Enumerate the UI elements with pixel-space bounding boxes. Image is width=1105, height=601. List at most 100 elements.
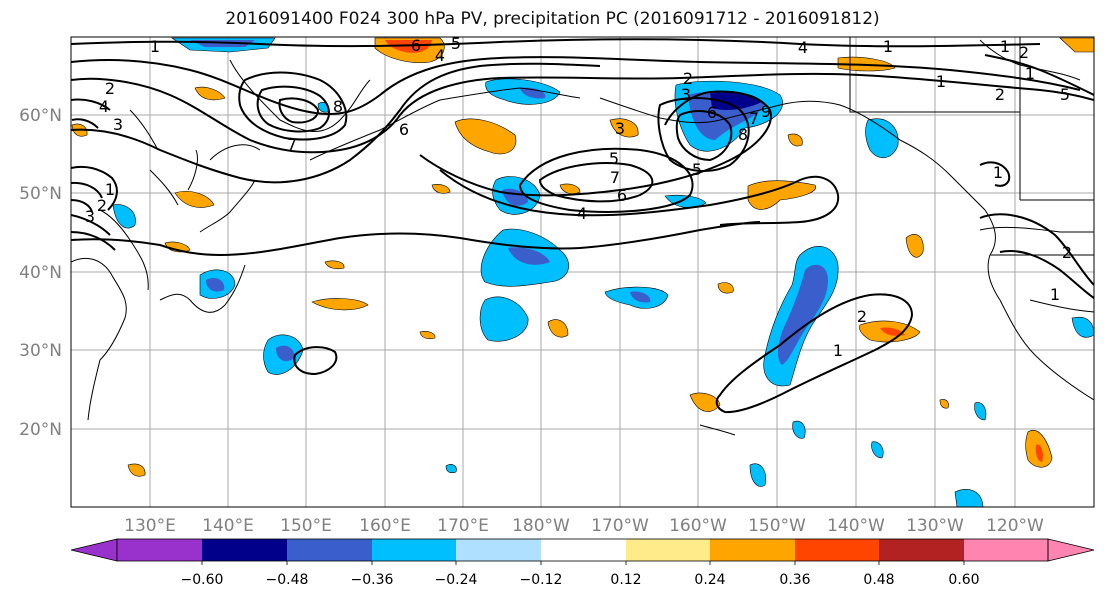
contour-label: 3 xyxy=(113,115,123,134)
precip-region xyxy=(547,319,569,338)
colorbar-tick-label: 0.12 xyxy=(610,572,641,588)
colorbar-segment xyxy=(626,539,710,561)
colorbar-tick-label: −0.48 xyxy=(266,572,309,588)
precip-region xyxy=(194,86,226,101)
colorbar-segment xyxy=(372,539,456,561)
precip-region xyxy=(717,282,734,294)
precip-region xyxy=(905,234,924,258)
precip-region xyxy=(749,463,766,487)
contour-label: 9 xyxy=(761,102,771,121)
colorbar-segment xyxy=(541,539,626,561)
map-title: 2016091400 F024 300 hPa PV, precipitatio… xyxy=(225,9,880,29)
contour-label: 3 xyxy=(681,85,691,104)
precip-region xyxy=(508,247,550,265)
lon-label: 150°E xyxy=(280,516,332,536)
contour-label: 4 xyxy=(577,204,587,223)
contour-label: 1 xyxy=(1000,37,1010,56)
lon-label: 180°W xyxy=(512,516,570,536)
contour-label: 1 xyxy=(1050,285,1060,304)
contour-label: 8 xyxy=(738,125,748,144)
colorbar-segment xyxy=(117,539,202,561)
precip-region xyxy=(778,264,828,365)
colorbar-tick-label: −0.60 xyxy=(181,572,224,588)
precip-region xyxy=(311,298,369,311)
colorbar-extend-low xyxy=(70,538,118,562)
contour-label: 2 xyxy=(1019,43,1029,62)
contour-label: 4 xyxy=(798,38,808,57)
contour-label: 3 xyxy=(85,207,95,226)
colorbar-tick-label: 0.48 xyxy=(863,572,894,588)
contour-label: 3 xyxy=(615,119,625,138)
colorbar-tick-label: 0.24 xyxy=(694,572,725,588)
contour-label: 5 xyxy=(692,160,702,179)
contour-label: 1 xyxy=(833,341,843,360)
contour-labels: 1 2 3 4 5 6 7 8 1 2 3 4 5 6 7 1 2 3 4 5 … xyxy=(85,34,1072,360)
contour-label: 2 xyxy=(1062,243,1072,262)
colorbar-segment xyxy=(202,539,287,561)
precip-region xyxy=(954,489,984,507)
contour-label: 6 xyxy=(399,120,409,139)
lon-label: 140°E xyxy=(202,516,254,536)
lon-label: 150°W xyxy=(748,516,806,536)
precip-region xyxy=(939,399,949,409)
contour-label: 7 xyxy=(749,109,759,128)
precip-region xyxy=(112,204,136,229)
precip-region xyxy=(747,180,817,210)
lat-label: 50°N xyxy=(19,184,62,204)
lat-label: 40°N xyxy=(19,263,62,283)
latitude-labels: 60°N 50°N 40°N 30°N 20°N xyxy=(19,106,62,440)
colorbar-tick-label: −0.36 xyxy=(351,572,394,588)
precip-region xyxy=(865,118,899,158)
contour-label: 1 xyxy=(883,37,893,56)
precip-region xyxy=(1059,37,1094,53)
contour-label: 1 xyxy=(1025,64,1035,83)
precip-region xyxy=(1071,316,1094,338)
contour-label: 6 xyxy=(707,103,717,122)
precip-region xyxy=(630,291,651,303)
contour-label: 2 xyxy=(105,79,115,98)
precip-region xyxy=(206,278,225,292)
lat-label: 60°N xyxy=(19,106,62,126)
colorbar-segment xyxy=(879,539,964,561)
colorbar-segment xyxy=(795,539,879,561)
colorbar-segment xyxy=(710,539,795,561)
coastlines xyxy=(71,37,1094,436)
lon-label: 140°W xyxy=(827,516,885,536)
contour-label: 6 xyxy=(617,186,627,205)
precip-region xyxy=(880,327,905,336)
colorbar-segment xyxy=(456,539,541,561)
contour-label: 7 xyxy=(610,168,620,187)
lon-label: 170°W xyxy=(591,516,649,536)
colorbar-tick-label: 0.60 xyxy=(948,572,979,588)
contour-label: 1 xyxy=(936,72,946,91)
precip-region xyxy=(559,183,581,195)
precip-region xyxy=(974,402,987,421)
precip-region xyxy=(792,420,806,439)
precip-region xyxy=(174,191,215,208)
contour-label: 2 xyxy=(97,196,107,215)
precipitation-shading xyxy=(71,37,1094,507)
colorbar-tick-label: −0.12 xyxy=(520,572,563,588)
precip-region xyxy=(689,392,721,412)
precip-region xyxy=(419,331,436,340)
contour-label: 1 xyxy=(105,180,115,199)
colorbar-extend-high xyxy=(1047,538,1095,562)
contour-label: 2 xyxy=(995,85,1005,104)
contour-label: 4 xyxy=(435,46,445,65)
precip-region xyxy=(431,184,451,194)
contour-label: 5 xyxy=(1060,85,1070,104)
lon-label: 160°W xyxy=(669,516,727,536)
precip-region xyxy=(445,464,457,474)
pv-contours xyxy=(71,38,1094,414)
contour-label: 2 xyxy=(857,307,867,326)
lon-label: 170°E xyxy=(437,516,489,536)
colorbar: −0.60 −0.48 −0.36 −0.24 −0.12 0.12 0.24 … xyxy=(70,538,1095,588)
precip-region xyxy=(127,463,146,477)
contour-label: 1 xyxy=(150,37,160,56)
lon-label: 130°E xyxy=(124,516,176,536)
lon-label: 130°W xyxy=(906,516,964,536)
precip-region xyxy=(385,40,432,53)
colorbar-tick-label: 0.36 xyxy=(779,572,810,588)
lon-label: 120°W xyxy=(986,516,1044,536)
lat-label: 30°N xyxy=(19,341,62,361)
